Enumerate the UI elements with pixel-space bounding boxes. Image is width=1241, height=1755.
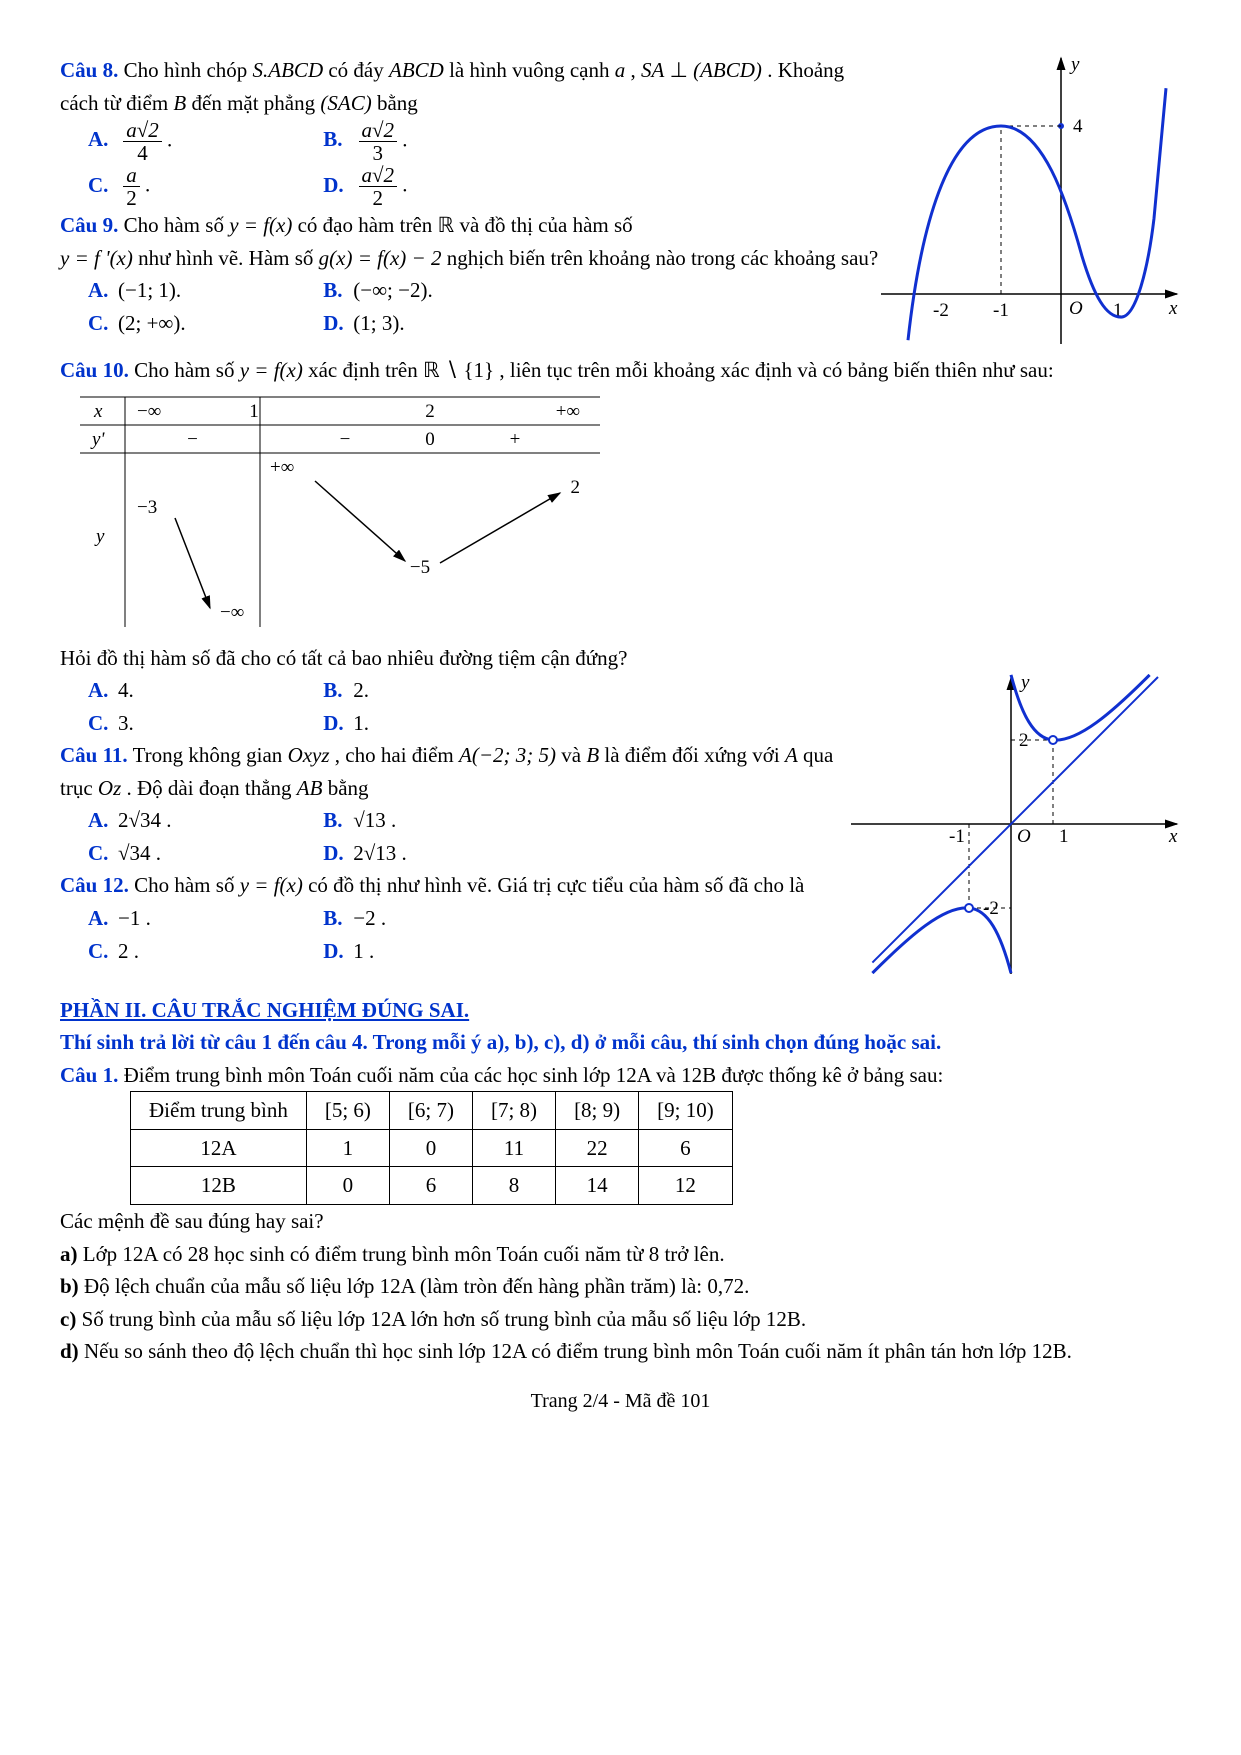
svg-text:-1: -1 bbox=[949, 826, 965, 847]
q10: Câu 10. Cho hàm số y = f(x) xác định trê… bbox=[60, 354, 1181, 387]
svg-text:4: 4 bbox=[1073, 116, 1083, 137]
q10-options: A.4. B.2. C.3. D.1. bbox=[60, 674, 851, 739]
q11-options: A.2√34 . B.√13 . C.√34 . D.2√13 . bbox=[60, 804, 851, 869]
svg-text:−∞: −∞ bbox=[137, 401, 161, 422]
opt-D[interactable]: D. bbox=[323, 707, 353, 740]
svg-text:−∞: −∞ bbox=[220, 602, 244, 623]
q12-label: Câu 12. bbox=[60, 873, 129, 897]
q11: Câu 11. Trong không gian Oxyz , cho hai … bbox=[60, 739, 851, 804]
svg-text:0: 0 bbox=[425, 429, 435, 450]
svg-text:−: − bbox=[340, 429, 351, 450]
p2q1-c: c) Số trung bình của mẫu số liệu lớp 12A… bbox=[60, 1303, 1181, 1336]
opt-B[interactable]: B. bbox=[323, 804, 353, 837]
q9-graph: Oxy-2-114 bbox=[881, 54, 1181, 354]
p2q1-d: d) Nếu so sánh theo độ lệch chuẩn thì họ… bbox=[60, 1335, 1181, 1368]
opt-A[interactable]: A. bbox=[88, 902, 118, 935]
opt-D[interactable]: D. bbox=[323, 935, 353, 968]
svg-text:−5: −5 bbox=[410, 557, 430, 578]
opt-B[interactable]: B. bbox=[323, 674, 353, 707]
opt-A[interactable]: A. bbox=[88, 674, 118, 707]
q12-options: A.−1 . B.−2 . C.2 . D.1 . bbox=[60, 902, 851, 967]
q9-options: A.(−1; 1). B.(−∞; −2). C.(2; +∞). D.(1; … bbox=[60, 274, 881, 339]
q10-ask: Hỏi đồ thị hàm số đã cho có tất cả bao n… bbox=[60, 642, 1181, 675]
q8: Câu 8. Cho hình chóp S.ABCD có đáy ABCD … bbox=[60, 54, 881, 119]
svg-text:+∞: +∞ bbox=[556, 401, 580, 422]
q8-options: A. a√24 . B. a√23 . C. a2 . D. a√22 . bbox=[60, 119, 881, 209]
svg-text:+: + bbox=[510, 429, 521, 450]
p2q1-ask: Các mệnh đề sau đúng hay sai? bbox=[60, 1205, 1181, 1238]
opt-C[interactable]: C. bbox=[88, 707, 118, 740]
q8-label: Câu 8. bbox=[60, 58, 118, 82]
p2q1-a: a) Lớp 12A có 28 học sinh có điểm trung … bbox=[60, 1238, 1181, 1271]
opt-D[interactable]: D. bbox=[323, 837, 353, 870]
svg-text:y: y bbox=[94, 526, 105, 547]
opt-B[interactable]: B. bbox=[323, 902, 353, 935]
svg-text:x: x bbox=[1168, 826, 1178, 847]
svg-text:+∞: +∞ bbox=[270, 457, 294, 478]
svg-text:y: y bbox=[1019, 674, 1030, 693]
q12: Câu 12. Cho hàm số y = f(x) có đồ thị nh… bbox=[60, 869, 851, 902]
p2q1-label: Câu 1. bbox=[60, 1063, 118, 1087]
p2q1: Câu 1. Điểm trung bình môn Toán cuối năm… bbox=[60, 1059, 1181, 1092]
opt-C[interactable]: C. bbox=[88, 307, 118, 340]
opt-A[interactable]: A. bbox=[88, 123, 118, 156]
q9-label: Câu 9. bbox=[60, 213, 118, 237]
q10-variation-table: x −∞ 1 2 +∞ y' − − 0 + y −3 −∞ +∞ −5 2 bbox=[60, 392, 1181, 642]
opt-C[interactable]: C. bbox=[88, 935, 118, 968]
q12-graph: Oxy-112-2 bbox=[851, 674, 1181, 984]
svg-text:y': y' bbox=[90, 429, 105, 450]
opt-D[interactable]: D. bbox=[323, 307, 353, 340]
opt-C[interactable]: C. bbox=[88, 837, 118, 870]
svg-text:−: − bbox=[187, 429, 198, 450]
opt-A[interactable]: A. bbox=[88, 274, 118, 307]
svg-text:O: O bbox=[1017, 826, 1031, 847]
q9: Câu 9. Cho hàm số y = f(x) có đạo hàm tr… bbox=[60, 209, 881, 274]
svg-text:-1: -1 bbox=[993, 300, 1009, 321]
p2q1-table: Điểm trung bình[5; 6)[6; 7)[7; 8)[8; 9)[… bbox=[130, 1091, 733, 1205]
q10-label: Câu 10. bbox=[60, 358, 129, 382]
q11-label: Câu 11. bbox=[60, 743, 128, 767]
opt-B[interactable]: B. bbox=[323, 123, 353, 156]
page-footer: Trang 2/4 - Mã đề 101 bbox=[60, 1386, 1181, 1417]
svg-text:2: 2 bbox=[571, 477, 581, 498]
svg-text:x: x bbox=[1168, 298, 1178, 319]
section2-header: PHẦN II. CÂU TRẮC NGHIỆM ĐÚNG SAI. bbox=[60, 994, 1181, 1027]
opt-A[interactable]: A. bbox=[88, 804, 118, 837]
section2-sub: Thí sinh trả lời từ câu 1 đến câu 4. Tro… bbox=[60, 1026, 1181, 1059]
svg-text:O: O bbox=[1069, 298, 1083, 319]
p2q1-b: b) Độ lệch chuẩn của mẫu số liệu lớp 12A… bbox=[60, 1270, 1181, 1303]
svg-text:1: 1 bbox=[1059, 826, 1069, 847]
opt-D[interactable]: D. bbox=[323, 169, 353, 202]
svg-text:-2: -2 bbox=[933, 300, 949, 321]
svg-text:2: 2 bbox=[425, 401, 435, 422]
opt-C[interactable]: C. bbox=[88, 169, 118, 202]
svg-text:y: y bbox=[1069, 54, 1080, 75]
svg-text:−3: −3 bbox=[137, 497, 157, 518]
svg-text:1: 1 bbox=[249, 401, 259, 422]
opt-B[interactable]: B. bbox=[323, 274, 353, 307]
svg-text:x: x bbox=[93, 401, 103, 422]
